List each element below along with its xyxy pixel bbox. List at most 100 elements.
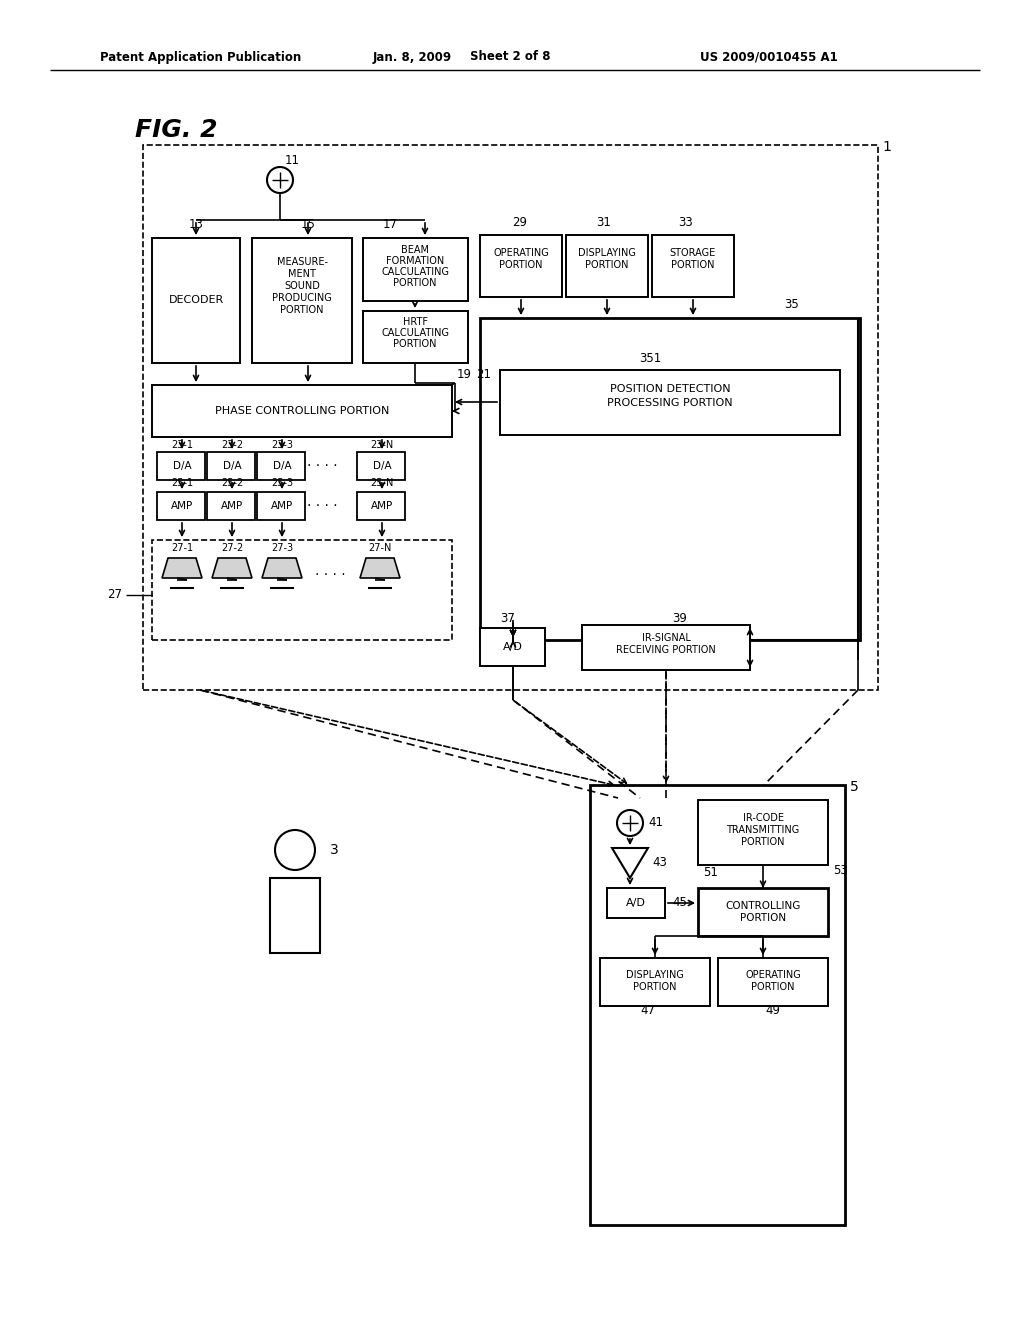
Text: CONTROLLING: CONTROLLING xyxy=(725,902,801,911)
Text: MENT: MENT xyxy=(288,269,316,279)
Text: 47: 47 xyxy=(640,1003,655,1016)
Text: PORTION: PORTION xyxy=(393,279,437,288)
Text: D/A: D/A xyxy=(173,461,191,471)
Polygon shape xyxy=(360,558,400,578)
Text: SOUND: SOUND xyxy=(284,281,319,290)
Bar xyxy=(207,451,255,480)
Polygon shape xyxy=(162,558,202,578)
Text: MEASURE-: MEASURE- xyxy=(276,257,328,267)
Text: 41: 41 xyxy=(648,817,663,829)
Bar xyxy=(718,958,828,1006)
Text: 49: 49 xyxy=(766,1003,780,1016)
Text: HRTF: HRTF xyxy=(402,317,427,327)
Text: RECEIVING PORTION: RECEIVING PORTION xyxy=(616,645,716,655)
Text: DISPLAYING: DISPLAYING xyxy=(579,248,636,257)
Bar xyxy=(152,540,452,640)
Text: 23-N: 23-N xyxy=(371,440,393,450)
Text: PORTION: PORTION xyxy=(752,982,795,993)
Text: 43: 43 xyxy=(652,857,667,870)
Text: PORTION: PORTION xyxy=(672,260,715,271)
Text: 51: 51 xyxy=(703,866,718,879)
Text: 39: 39 xyxy=(673,611,687,624)
Text: 3: 3 xyxy=(330,843,339,857)
Text: 31: 31 xyxy=(597,215,611,228)
Text: 25-1: 25-1 xyxy=(171,478,194,488)
Text: 11: 11 xyxy=(285,153,300,166)
Text: PORTION: PORTION xyxy=(633,982,677,993)
Text: FORMATION: FORMATION xyxy=(386,256,444,267)
Bar xyxy=(500,370,840,436)
Text: D/A: D/A xyxy=(272,461,291,471)
Text: 15: 15 xyxy=(301,219,315,231)
Text: 29: 29 xyxy=(512,215,527,228)
Bar xyxy=(252,238,352,363)
Bar xyxy=(357,451,406,480)
Bar xyxy=(270,878,319,953)
Bar xyxy=(652,235,734,297)
Bar xyxy=(362,238,468,301)
Bar xyxy=(152,385,452,437)
Bar xyxy=(157,451,205,480)
Text: 37: 37 xyxy=(501,611,515,624)
Text: 17: 17 xyxy=(383,219,397,231)
Text: 21: 21 xyxy=(476,368,490,381)
Text: CALCULATING: CALCULATING xyxy=(381,327,449,338)
Text: OPERATING: OPERATING xyxy=(494,248,549,257)
Text: 19: 19 xyxy=(457,368,472,381)
Bar xyxy=(207,492,255,520)
Text: A/D: A/D xyxy=(503,642,523,652)
Bar xyxy=(257,492,305,520)
Text: IR-CODE: IR-CODE xyxy=(742,813,783,822)
Text: 25-N: 25-N xyxy=(371,478,393,488)
Text: AMP: AMP xyxy=(221,502,243,511)
Text: AMP: AMP xyxy=(371,502,393,511)
Text: 27-1: 27-1 xyxy=(171,543,194,553)
Text: IR-SIGNAL: IR-SIGNAL xyxy=(642,634,690,643)
Text: A/D: A/D xyxy=(626,898,646,908)
Text: TRANSMITTING: TRANSMITTING xyxy=(726,825,800,836)
Text: 45: 45 xyxy=(672,896,687,909)
Bar xyxy=(480,628,545,667)
Text: FIG. 2: FIG. 2 xyxy=(135,117,217,143)
Text: Sheet 2 of 8: Sheet 2 of 8 xyxy=(470,50,550,63)
Text: PRODUCING: PRODUCING xyxy=(272,293,332,304)
Text: 23-3: 23-3 xyxy=(271,440,293,450)
Text: DISPLAYING: DISPLAYING xyxy=(626,970,684,979)
Text: CALCULATING: CALCULATING xyxy=(381,267,449,277)
Bar xyxy=(152,238,240,363)
Bar xyxy=(600,958,710,1006)
Polygon shape xyxy=(612,847,648,878)
Text: PHASE CONTROLLING PORTION: PHASE CONTROLLING PORTION xyxy=(215,407,389,416)
Bar xyxy=(143,145,878,690)
Text: DECODER: DECODER xyxy=(168,294,223,305)
Text: 25-2: 25-2 xyxy=(221,478,243,488)
Text: PORTION: PORTION xyxy=(586,260,629,271)
Bar xyxy=(257,451,305,480)
Text: 33: 33 xyxy=(679,215,693,228)
Text: PORTION: PORTION xyxy=(393,339,437,348)
Text: 53: 53 xyxy=(833,863,848,876)
Bar xyxy=(157,492,205,520)
Bar xyxy=(590,785,845,1225)
Text: 23-1: 23-1 xyxy=(171,440,193,450)
Text: D/A: D/A xyxy=(373,461,391,471)
Text: 27-N: 27-N xyxy=(369,543,392,553)
Text: PORTION: PORTION xyxy=(281,305,324,315)
Polygon shape xyxy=(262,558,302,578)
Text: 25-3: 25-3 xyxy=(271,478,293,488)
Text: OPERATING: OPERATING xyxy=(745,970,801,979)
Bar xyxy=(582,624,750,671)
Text: PORTION: PORTION xyxy=(740,913,786,923)
Polygon shape xyxy=(212,558,252,578)
Text: POSITION DETECTION: POSITION DETECTION xyxy=(609,384,730,393)
Text: 27-2: 27-2 xyxy=(221,543,243,553)
Text: 13: 13 xyxy=(188,219,204,231)
Text: STORAGE: STORAGE xyxy=(670,248,716,257)
Bar xyxy=(698,800,828,865)
Bar xyxy=(480,318,860,640)
Text: 1: 1 xyxy=(882,140,891,154)
Text: Jan. 8, 2009: Jan. 8, 2009 xyxy=(373,50,452,63)
Text: · · · ·: · · · · xyxy=(306,499,337,513)
Bar xyxy=(698,888,828,936)
Text: AMP: AMP xyxy=(271,502,293,511)
